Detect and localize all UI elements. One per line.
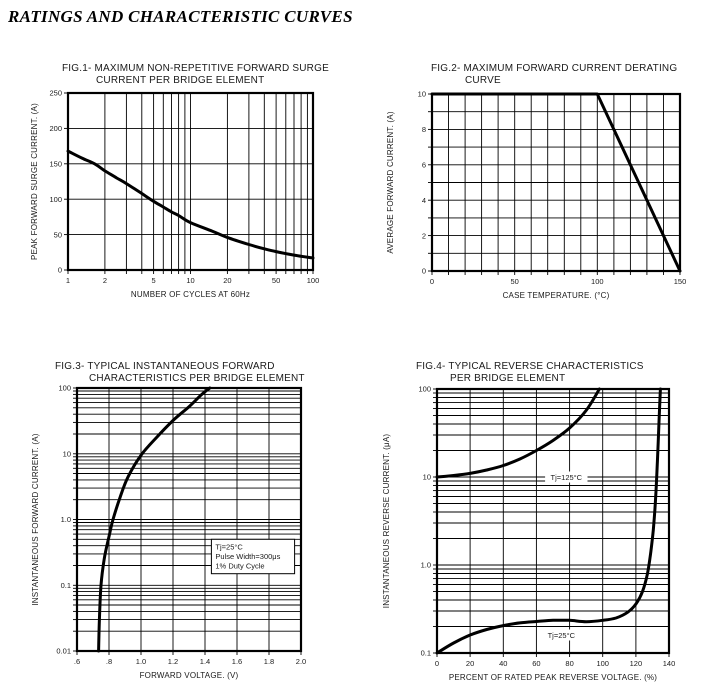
page-title: RATINGS AND CHARACTERISTIC CURVES <box>8 7 353 26</box>
svg-text:1.6: 1.6 <box>232 657 242 666</box>
fig2-title: FIG.2- MAXIMUM FORWARD CURRENT DERATING … <box>431 63 678 86</box>
svg-text:4: 4 <box>422 196 426 205</box>
svg-text:20: 20 <box>466 659 474 668</box>
svg-text:20: 20 <box>223 276 231 285</box>
svg-text:5: 5 <box>152 276 156 285</box>
svg-text:2.0: 2.0 <box>296 657 306 666</box>
fig2-derating-chart: 0 50 100 150 0 2 4 6 8 10 CASE TEMPERATURE. (°C) AV… <box>386 90 687 300</box>
svg-text:AVERAGE FORWARD CURRENT. (A): AVERAGE FORWARD CURRENT. (A) <box>386 111 395 253</box>
svg-text:1.0: 1.0 <box>421 561 431 570</box>
svg-text:INSTANTANEOUS REVERSE CURRENT.: INSTANTANEOUS REVERSE CURRENT. (μA) <box>382 434 391 609</box>
svg-text:120: 120 <box>630 659 643 668</box>
fig4-title: FIG.4- TYPICAL REVERSE CHARACTERISTICS P… <box>416 361 644 384</box>
svg-text:0: 0 <box>422 267 426 276</box>
svg-text:PERCENT OF RATED PEAK REVERSE: PERCENT OF RATED PEAK REVERSE VOLTAGE. (… <box>449 673 657 682</box>
svg-text:CASE TEMPERATURE. (°C): CASE TEMPERATURE. (°C) <box>503 291 610 300</box>
svg-text:100: 100 <box>58 384 71 393</box>
svg-text:10: 10 <box>423 473 431 482</box>
svg-text:FORWARD VOLTAGE. (V): FORWARD VOLTAGE. (V) <box>140 671 239 680</box>
svg-text:50: 50 <box>272 276 280 285</box>
svg-text:2: 2 <box>103 276 107 285</box>
svg-text:10: 10 <box>418 90 426 99</box>
svg-text:PEAK FORWARD SURGE CURRENT. (A: PEAK FORWARD SURGE CURRENT. (A) <box>30 103 39 260</box>
svg-text:10: 10 <box>63 450 71 459</box>
svg-text:150: 150 <box>49 160 62 169</box>
svg-text:1.2: 1.2 <box>168 657 178 666</box>
svg-text:2: 2 <box>422 231 426 240</box>
svg-text:0: 0 <box>435 659 439 668</box>
svg-text:1.0: 1.0 <box>136 657 146 666</box>
svg-text:1: 1 <box>66 276 70 285</box>
svg-text:INSTANTANEOUS FORWARD CURRENT.: INSTANTANEOUS FORWARD CURRENT. (A) <box>31 433 40 605</box>
svg-text:100: 100 <box>307 276 320 285</box>
svg-text:.6: .6 <box>74 657 80 666</box>
svg-text:8: 8 <box>422 125 426 134</box>
svg-text:6: 6 <box>422 161 426 170</box>
svg-text:200: 200 <box>49 124 62 133</box>
svg-text:Tj=25°C: Tj=25°C <box>548 631 576 640</box>
svg-text:Tj=125°C: Tj=125°C <box>551 473 583 482</box>
svg-text:10: 10 <box>186 276 194 285</box>
svg-text:0: 0 <box>58 266 62 275</box>
svg-text:1.4: 1.4 <box>200 657 210 666</box>
svg-text:NUMBER OF CYCLES AT 60Hz: NUMBER OF CYCLES AT 60Hz <box>131 290 250 299</box>
svg-text:50: 50 <box>54 230 62 239</box>
svg-text:0: 0 <box>430 277 434 286</box>
svg-text:100: 100 <box>49 195 62 204</box>
svg-text:1.8: 1.8 <box>264 657 274 666</box>
svg-text:40: 40 <box>499 659 507 668</box>
svg-text:150: 150 <box>674 277 687 286</box>
fig1-surge-current-chart: 1 2 5 10 20 50 100 0 50 100 150 200 250 NUMBER OF CYC… <box>30 89 320 299</box>
svg-text:.8: .8 <box>106 657 112 666</box>
svg-text:0.1: 0.1 <box>61 581 71 590</box>
svg-text:0.1: 0.1 <box>421 649 431 658</box>
svg-text:140: 140 <box>663 659 676 668</box>
svg-text:Tj=25°C: Tj=25°C <box>215 542 243 551</box>
svg-text:0.01: 0.01 <box>56 647 71 656</box>
svg-text:1.0: 1.0 <box>61 515 71 524</box>
svg-text:60: 60 <box>532 659 540 668</box>
fig1-title: FIG.1- MAXIMUM NON-REPETITIVE FORWARD SU… <box>62 63 329 86</box>
svg-text:100: 100 <box>596 659 609 668</box>
svg-text:50: 50 <box>511 277 519 286</box>
fig3-title: FIG.3- TYPICAL INSTANTANEOUS FORWARD CHA… <box>55 361 305 384</box>
svg-text:250: 250 <box>49 89 62 98</box>
svg-text:100: 100 <box>418 385 431 394</box>
fig4-reverse-characteristics-chart: Tj=125°C Tj=25°C 0 20 40 60 80 100 120 140 0.1 1.0 1… <box>382 385 676 682</box>
svg-text:80: 80 <box>565 659 573 668</box>
svg-text:Pulse Width=300μs: Pulse Width=300μs <box>215 552 280 561</box>
svg-text:100: 100 <box>591 277 604 286</box>
svg-text:1% Duty Cycle: 1% Duty Cycle <box>215 561 264 570</box>
